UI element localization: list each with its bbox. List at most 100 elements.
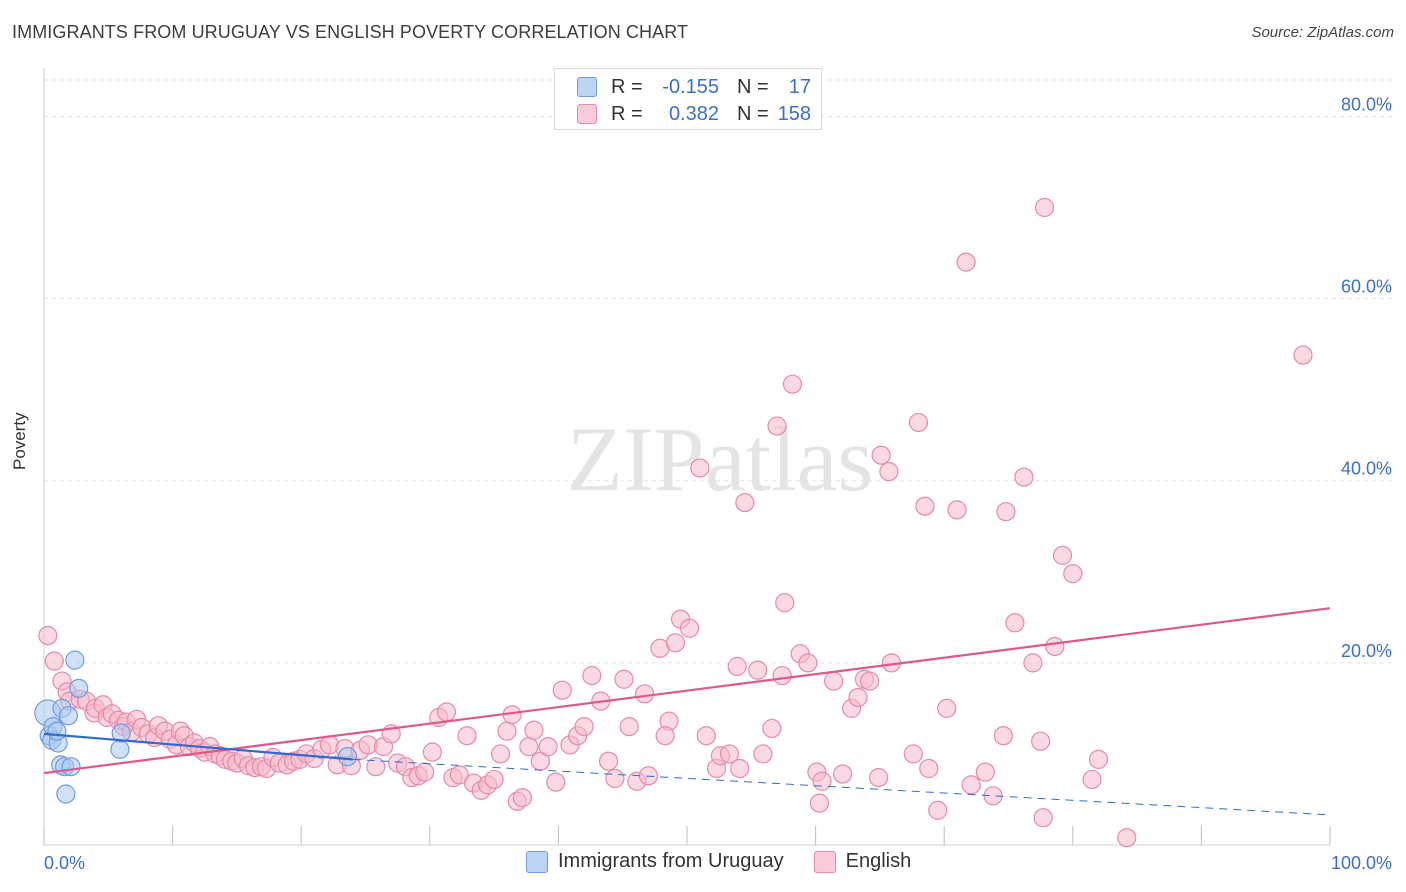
english-point	[975, 762, 995, 782]
english-point	[457, 726, 477, 746]
series-legend: Immigrants from Uruguay English	[526, 850, 941, 873]
legend-n-label: N =	[737, 75, 769, 98]
series-swatch-english	[813, 850, 836, 873]
uruguay-point	[110, 739, 130, 759]
x-tick-label: 100.0%	[1331, 853, 1392, 873]
english-point	[422, 742, 442, 762]
english-point	[1014, 467, 1034, 487]
legend-swatch-english	[577, 104, 597, 124]
english-point	[824, 671, 844, 691]
uruguay-point	[58, 706, 79, 726]
english-point	[956, 252, 976, 272]
uruguay-trend-line	[43, 732, 353, 761]
english-point	[1033, 808, 1053, 828]
english-point	[908, 412, 929, 433]
english-point	[809, 793, 830, 813]
english-point	[1052, 545, 1073, 565]
english-point	[614, 669, 634, 689]
english-point	[1082, 769, 1102, 790]
english-point	[753, 744, 773, 764]
uruguay-trend-extension	[352, 758, 1331, 816]
series-legend-label: Immigrants from Uruguay	[558, 850, 784, 872]
series-legend-item-english[interactable]: English	[813, 850, 912, 873]
english-point	[1034, 197, 1055, 218]
english-point	[1063, 564, 1083, 584]
legend-r-label: R =	[611, 75, 643, 98]
legend-swatch-uruguay	[577, 77, 597, 97]
english-point	[519, 737, 539, 757]
english-point	[1293, 345, 1313, 365]
english-point	[869, 768, 889, 788]
english-point	[538, 737, 558, 757]
english-point	[582, 666, 602, 686]
english-point	[767, 416, 787, 436]
english-point	[366, 757, 386, 777]
uruguay-point	[111, 723, 131, 743]
series-swatch-uruguay	[526, 850, 548, 873]
english-point	[879, 462, 899, 482]
english-point	[727, 656, 747, 677]
english-point	[696, 726, 716, 746]
english-point	[719, 744, 740, 764]
english-point	[775, 593, 795, 613]
legend-n-label: N =	[737, 102, 769, 125]
english-point	[524, 720, 544, 740]
english-point	[735, 492, 755, 513]
english-point	[1088, 749, 1109, 769]
english-point	[552, 680, 572, 700]
english-point	[928, 800, 948, 820]
legend-box: R = -0.155 N = 17 R = 0.382 N = 158	[554, 68, 822, 130]
english-trend-line	[43, 607, 1331, 775]
english-point	[574, 717, 594, 737]
english-point	[848, 687, 868, 708]
english-point	[937, 698, 957, 718]
english-point	[598, 751, 619, 771]
english-point	[748, 660, 768, 680]
english-point	[730, 758, 750, 779]
english-point	[665, 633, 686, 653]
english-point	[512, 788, 532, 808]
english-point	[44, 651, 64, 671]
english-point	[619, 717, 639, 737]
uruguay-point	[337, 747, 358, 767]
english-point	[449, 765, 469, 785]
legend-r-value: -0.155	[662, 75, 719, 98]
uruguay-point	[61, 757, 81, 777]
series-legend-item-uruguay[interactable]: Immigrants from Uruguay	[526, 850, 784, 873]
english-point	[655, 726, 675, 746]
english-point	[860, 671, 880, 691]
english-point	[690, 458, 710, 478]
y-tick-label: 60.0%	[1341, 277, 1392, 297]
english-point	[605, 768, 625, 789]
english-point	[782, 374, 803, 394]
english-point	[490, 744, 511, 764]
english-point	[484, 769, 504, 790]
uruguay-point	[69, 678, 89, 698]
english-point	[634, 684, 655, 704]
english-point	[871, 445, 891, 465]
english-point	[415, 762, 435, 782]
english-point	[497, 721, 517, 741]
legend-row-uruguay: R = -0.155 N = 17	[577, 74, 811, 100]
english-point	[1117, 828, 1137, 848]
english-point	[38, 625, 58, 646]
chart-source: Source: ZipAtlas.com	[1251, 24, 1394, 41]
english-point	[812, 771, 832, 791]
legend-row-english: R = 0.382 N = 158	[577, 101, 811, 127]
english-point	[993, 726, 1013, 746]
y-tick-label: 40.0%	[1341, 459, 1392, 479]
english-point	[679, 618, 700, 638]
english-point	[903, 744, 923, 764]
english-point	[961, 775, 981, 795]
series-legend-label: English	[845, 850, 912, 872]
y-tick-label: 20.0%	[1341, 641, 1392, 661]
english-point	[1031, 731, 1051, 751]
uruguay-point	[56, 784, 76, 804]
english-point	[947, 500, 967, 520]
english-point	[919, 758, 939, 779]
english-point	[1023, 653, 1043, 673]
english-point	[436, 702, 457, 722]
english-point	[833, 764, 853, 784]
legend-n-value: 17	[788, 75, 811, 98]
